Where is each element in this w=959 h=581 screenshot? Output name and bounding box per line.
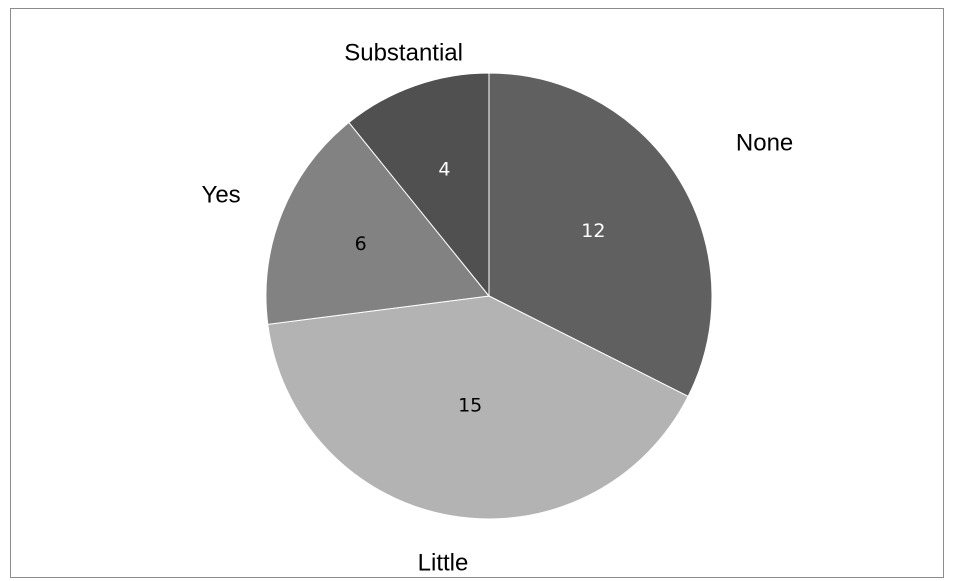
pie-slice-little — [267, 295, 689, 520]
category-label-yes: Yes — [202, 182, 241, 209]
pie-slice-yes — [265, 121, 490, 325]
category-label-none: None — [736, 129, 793, 156]
value-label-none: 12 — [581, 220, 605, 242]
value-labels: 12 15 6 4 — [355, 158, 606, 416]
category-labels: None Little Yes Substantial — [202, 40, 794, 577]
pie-slice-none — [488, 72, 713, 398]
category-label-substantial: Substantial — [344, 40, 463, 67]
category-label-little: Little — [418, 549, 469, 576]
value-label-substantial: 4 — [438, 158, 450, 180]
pie-slices — [265, 72, 713, 520]
value-label-little: 15 — [458, 394, 482, 416]
pie-slice-substantial — [348, 72, 490, 298]
value-label-yes: 6 — [355, 233, 367, 255]
